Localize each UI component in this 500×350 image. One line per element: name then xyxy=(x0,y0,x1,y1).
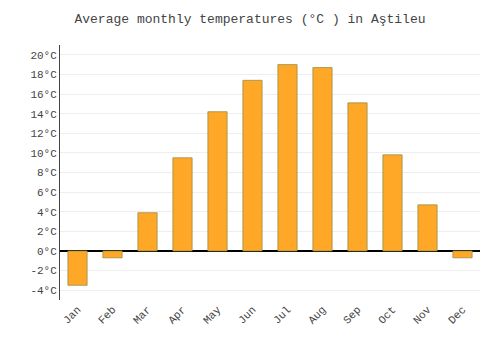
svg-text:Aug: Aug xyxy=(306,304,328,326)
svg-text:4°C: 4°C xyxy=(37,207,57,219)
svg-text:10°C: 10°C xyxy=(30,148,57,160)
svg-text:May: May xyxy=(201,304,224,327)
svg-text:Average monthly temperatures (: Average monthly temperatures (°C ) in Aş… xyxy=(74,12,425,27)
svg-text:Oct: Oct xyxy=(376,304,398,326)
svg-text:Feb: Feb xyxy=(96,304,118,326)
svg-text:Jan: Jan xyxy=(61,304,83,326)
svg-text:16°C: 16°C xyxy=(30,89,57,101)
svg-text:12°C: 12°C xyxy=(30,128,57,140)
svg-text:Jul: Jul xyxy=(271,304,293,326)
svg-text:Sep: Sep xyxy=(341,304,363,326)
svg-text:Mar: Mar xyxy=(131,304,153,326)
svg-text:18°C: 18°C xyxy=(30,69,57,81)
svg-text:14°C: 14°C xyxy=(30,109,57,121)
svg-text:Dec: Dec xyxy=(446,304,468,326)
svg-text:-4°C: -4°C xyxy=(30,285,57,297)
svg-text:Apr: Apr xyxy=(166,304,188,326)
svg-text:8°C: 8°C xyxy=(37,167,57,179)
svg-text:Jun: Jun xyxy=(236,304,258,326)
svg-text:Nov: Nov xyxy=(411,304,434,327)
svg-text:2°C: 2°C xyxy=(37,226,57,238)
svg-text:-2°C: -2°C xyxy=(30,265,57,277)
svg-text:0°C: 0°C xyxy=(37,246,57,258)
svg-text:20°C: 20°C xyxy=(30,50,57,62)
svg-text:6°C: 6°C xyxy=(37,187,57,199)
